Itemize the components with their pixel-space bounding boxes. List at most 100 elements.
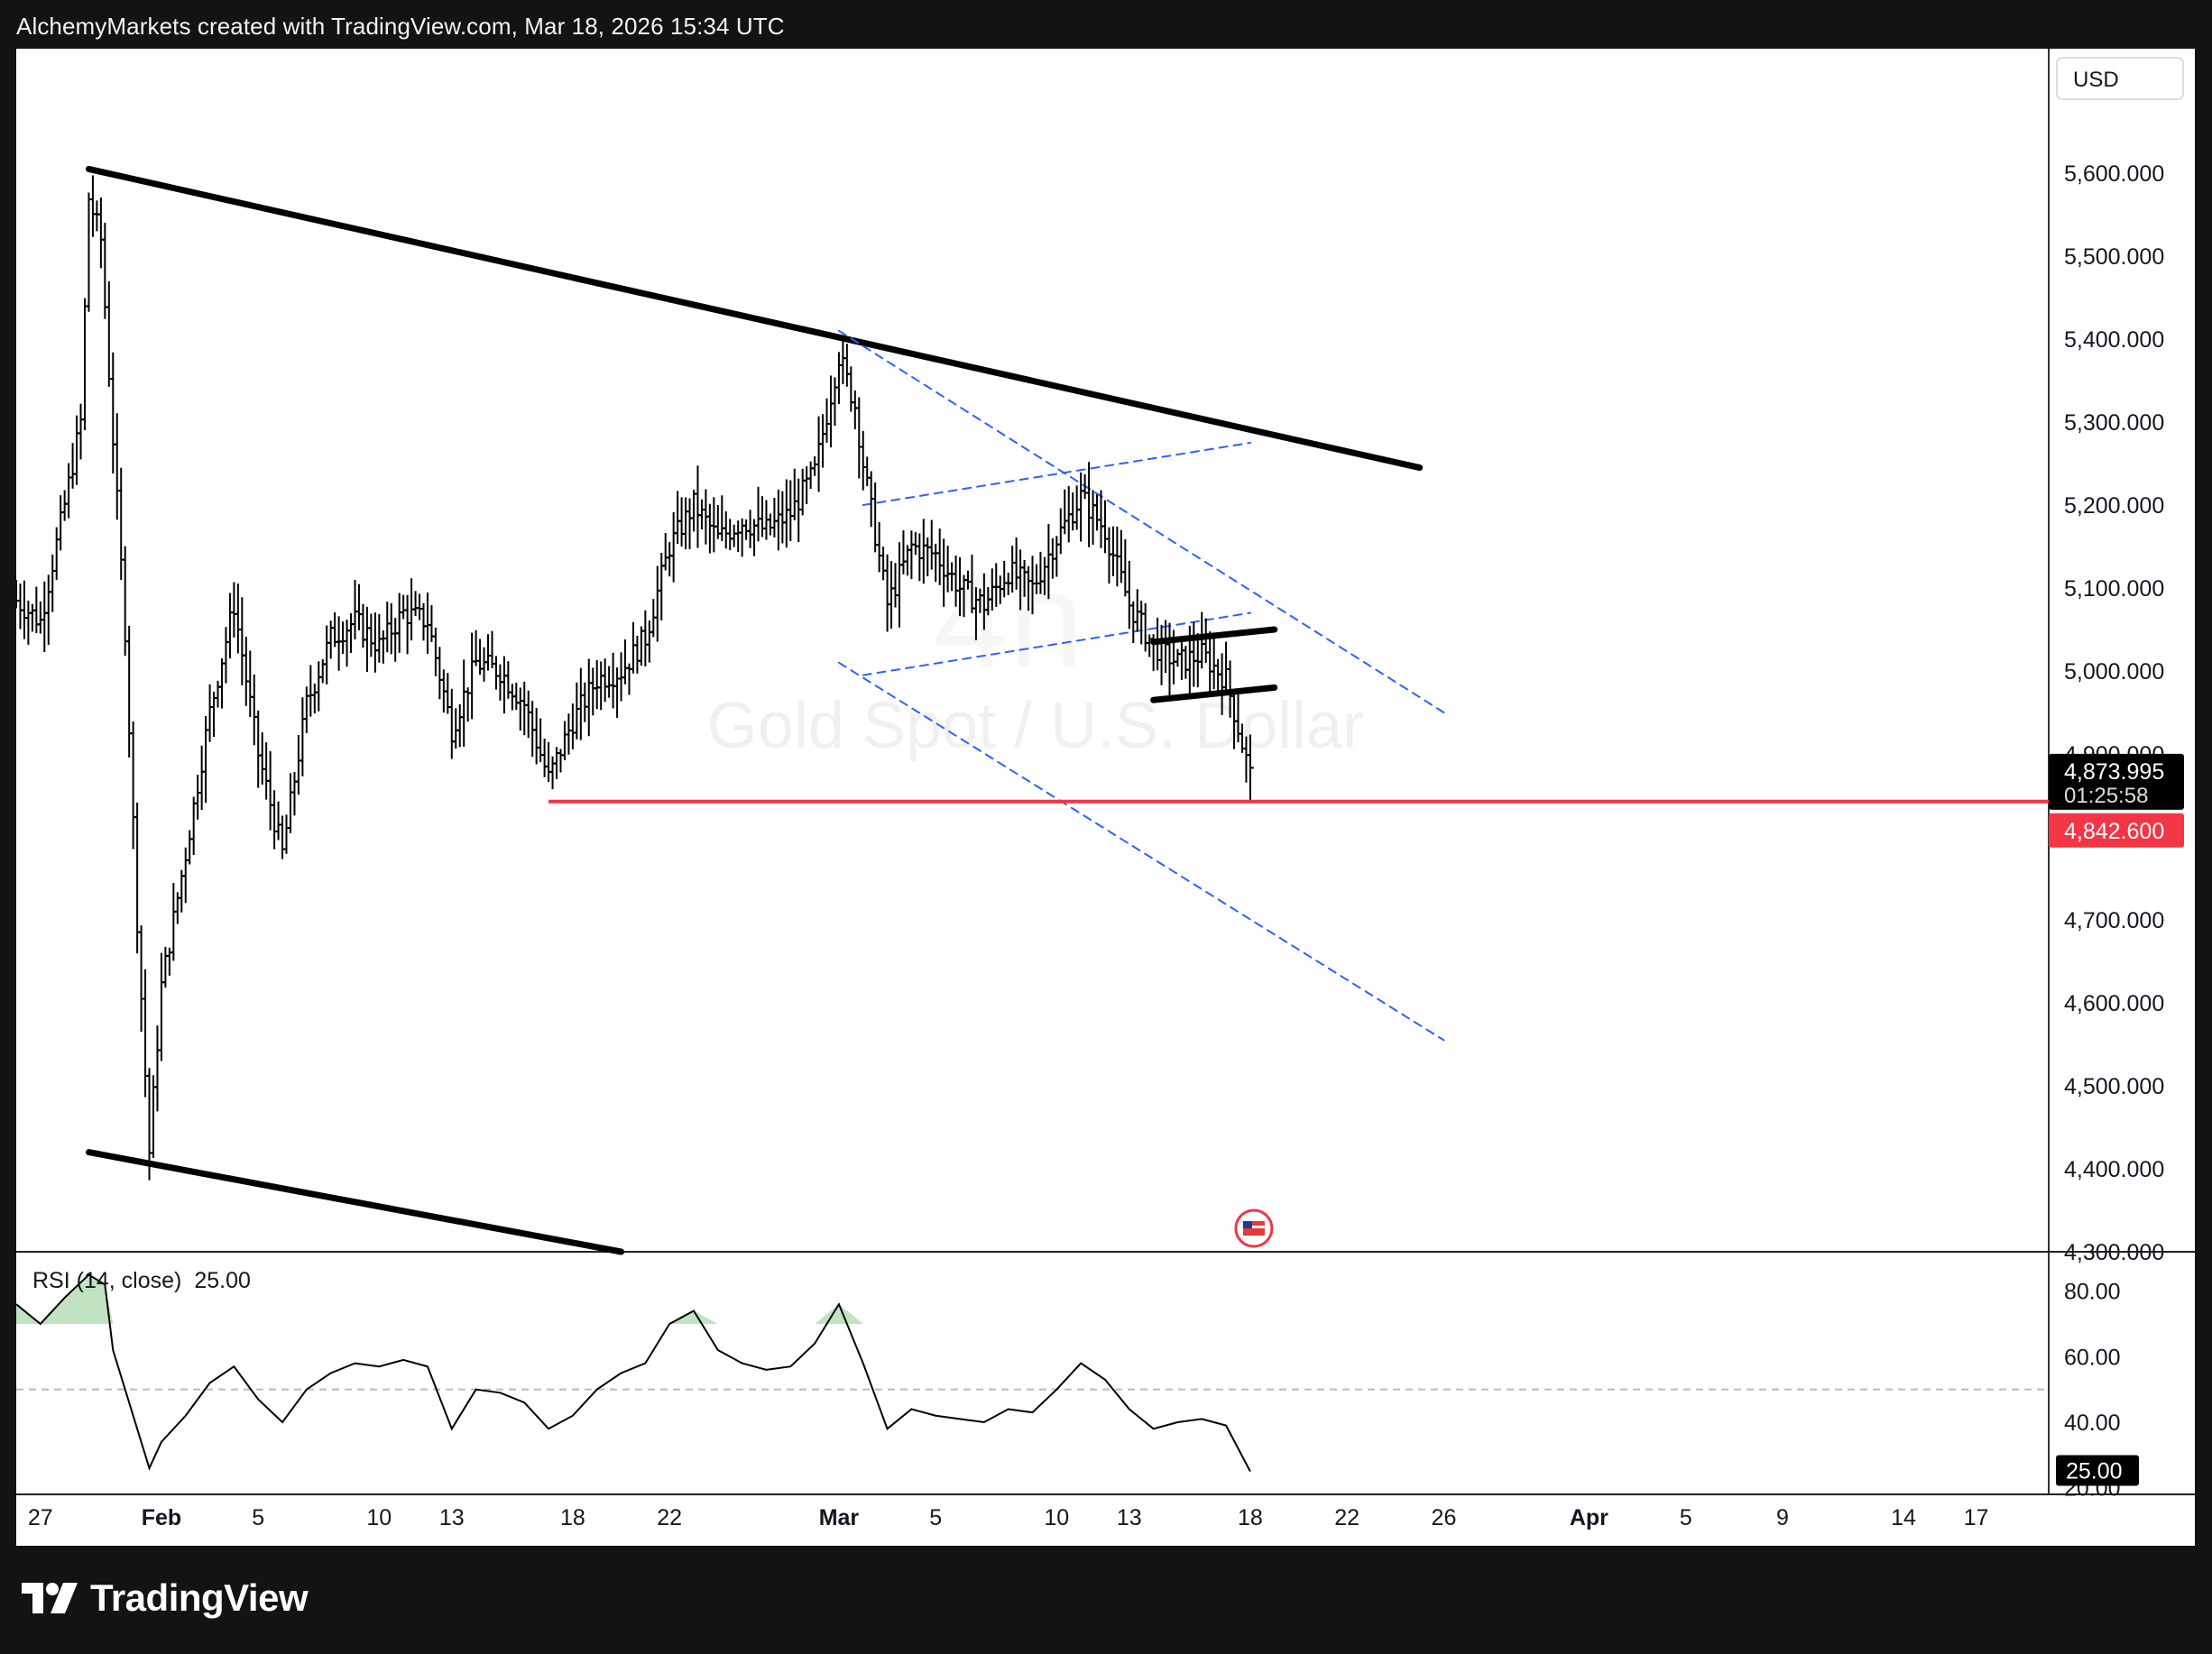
ohlc-bar	[125, 625, 134, 758]
ohlc-bar	[826, 375, 834, 448]
time-tick-label: 26	[1432, 1505, 1457, 1530]
box-bottom[interactable]	[1150, 684, 1278, 703]
ohlc-bar	[806, 461, 815, 490]
ohlc-bar	[1182, 646, 1190, 679]
ohlc-bar	[730, 524, 738, 547]
support-price-tag-bg	[2049, 813, 2184, 848]
ohlc-bar	[170, 883, 178, 961]
ohlc-bar	[77, 403, 85, 460]
rsi-pane[interactable]: RSI (14, close) 25.00	[16, 1268, 2049, 1473]
currency-selector[interactable]: USD	[2056, 57, 2184, 100]
ohlc-bar	[1125, 560, 1133, 629]
ohlc-bar	[367, 613, 375, 657]
ohlc-bar	[279, 815, 287, 859]
price-tick-label: 5,400.000	[2064, 327, 2164, 353]
time-tick-label: 5	[1680, 1505, 1692, 1530]
price-tick-label: 5,000.000	[2064, 659, 2164, 685]
ohlc-bar	[697, 499, 705, 529]
price-tick-label: 4,500.000	[2064, 1074, 2164, 1099]
ohlc-bar	[173, 892, 181, 924]
ohlc-bar	[161, 946, 170, 988]
rsi-value-tag-bg	[2056, 1455, 2139, 1486]
ohlc-bar	[186, 830, 194, 865]
time-tick-label: 13	[439, 1505, 465, 1530]
time-tick-label: 18	[1238, 1505, 1263, 1530]
upper-trendline[interactable]	[85, 165, 1424, 472]
us-flag-icon[interactable]	[1234, 1208, 1274, 1248]
ohlc-bar	[379, 630, 387, 664]
flag-lower[interactable]	[862, 611, 1251, 676]
ohlc-bar	[641, 610, 650, 667]
time-axis[interactable]: 27 Feb 5 10 13 18 22 Mar 5 10 13 18 22 26 Apr 5 9 14 17	[28, 1505, 1989, 1530]
ohlc-bar	[1077, 472, 1085, 542]
ohlc-bar	[1101, 500, 1109, 554]
ohlc-bar	[134, 802, 142, 954]
ohlc-bar	[637, 626, 645, 666]
ohlc-bar	[16, 583, 24, 629]
lower-trendline[interactable]	[85, 1149, 625, 1255]
rsi-tick-label: 80.00	[2064, 1280, 2121, 1305]
ohlc-bar	[593, 660, 601, 710]
ohlc-bar	[299, 697, 307, 776]
ohlc-bar	[431, 627, 439, 676]
ohlc-bar	[129, 721, 137, 850]
ohlc-bar	[242, 637, 250, 706]
ohlc-bar	[1089, 490, 1097, 545]
ohlc-bar	[1162, 620, 1170, 674]
ohlc-bar	[1073, 485, 1081, 530]
ohlc-bar	[36, 601, 44, 634]
ohlc-bar	[254, 710, 263, 788]
chart-frame[interactable]: 4h Gold Spot / U.S. Dollar RSI (14, clos…	[16, 49, 2195, 1546]
ohlc-bar	[629, 621, 637, 674]
ohlc-bar	[742, 519, 751, 540]
ohlc-bar	[888, 561, 896, 629]
price-tick-label: 5,300.000	[2064, 410, 2164, 436]
watermark-layer: 4h Gold Spot / U.S. Dollar	[707, 690, 1364, 762]
ohlc-bar	[282, 814, 290, 854]
ohlc-bar	[855, 397, 863, 479]
channel-upper[interactable]	[837, 329, 1445, 713]
price-tick-label: 5,500.000	[2064, 244, 2164, 270]
last-price-value: 4,873.995	[2064, 759, 2164, 785]
ohlc-bar	[137, 925, 145, 1032]
ohlc-bar	[545, 741, 553, 782]
flag-upper[interactable]	[862, 442, 1251, 506]
ohlc-bar	[521, 681, 529, 736]
price-axis[interactable]: USD 5,600.000 5,500.000 5,400.000 5,300.000 5…	[2056, 57, 2184, 1265]
price-tick-label: 4,600.000	[2064, 991, 2164, 1016]
ohlc-bar	[109, 352, 117, 473]
ohlc-bar	[512, 683, 521, 711]
ohlc-bar	[516, 687, 524, 731]
ohlc-bar	[339, 621, 347, 654]
ohlc-bar	[1117, 529, 1125, 583]
ohlc-bar	[456, 703, 464, 748]
ohlc-bar	[246, 650, 254, 718]
ohlc-bar	[694, 465, 702, 548]
price-tick-label: 4,700.000	[2064, 908, 2164, 933]
ohlc-bar	[790, 468, 798, 520]
price-tick-label: 5,200.000	[2064, 493, 2164, 519]
rsi-line[interactable]	[16, 1273, 1251, 1473]
tradingview-logo[interactable]: TradingView	[22, 1576, 309, 1620]
currency-selector-box	[2056, 57, 2184, 100]
ohlc-bar	[24, 601, 32, 645]
time-tick-label: 22	[657, 1505, 682, 1530]
ohlc-bar	[335, 616, 343, 671]
channel-lower[interactable]	[837, 661, 1445, 1042]
support-price-value: 4,842.600	[2064, 819, 2164, 844]
ohlc-bar	[682, 497, 690, 550]
ohlc-bar	[222, 627, 230, 684]
time-tick-label: 18	[560, 1505, 585, 1530]
ohlc-bar	[266, 750, 274, 831]
ohlc-bar	[263, 742, 271, 800]
chart-canvas[interactable]: 4h Gold Spot / U.S. Dollar RSI (14, clos…	[16, 49, 2195, 1546]
ohlc-bar	[343, 620, 351, 667]
us-flag-stripe	[1242, 1226, 1265, 1228]
ohlc-bar	[722, 511, 730, 549]
last-price-tag-bg	[2049, 753, 2184, 810]
ohlc-bar	[383, 602, 392, 653]
ohlc-bar	[553, 747, 561, 779]
